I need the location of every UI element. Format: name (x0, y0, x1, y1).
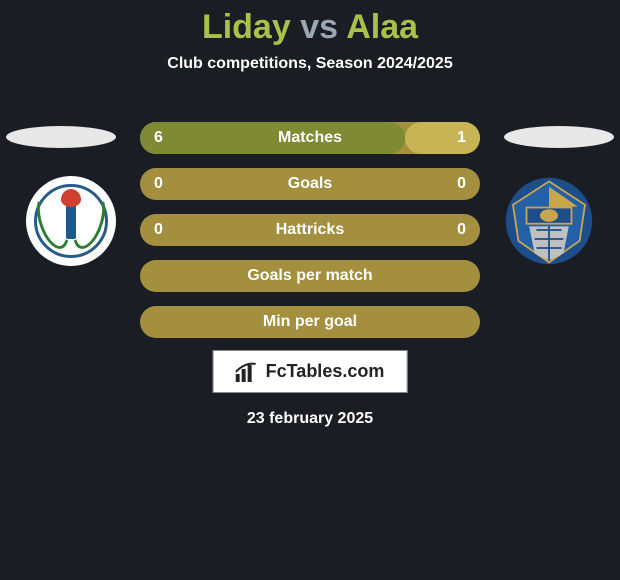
stat-bar-label: Min per goal (263, 313, 357, 331)
brand-text: FcTables.com (266, 361, 385, 382)
stat-bar: Matches 6 1 (140, 122, 480, 154)
stat-bar-left-value: 0 (154, 221, 163, 239)
stat-bar-label: Goals (288, 175, 332, 193)
stat-bar-label: Hattricks (276, 221, 344, 239)
club-badge-left-inner (34, 184, 108, 258)
player-a-avatar-placeholder (6, 126, 116, 148)
stat-bar-right-value: 0 (457, 221, 466, 239)
brand-box: FcTables.com (213, 350, 408, 393)
bar-chart-icon (236, 362, 258, 382)
stat-bars-container: Matches 6 1 Goals 0 0 Hattricks 0 0 Goals per mat… (140, 122, 480, 352)
title-player-a: Liday (202, 8, 291, 46)
stat-bar-left-value: 0 (154, 175, 163, 193)
title-vs: vs (300, 8, 338, 46)
stat-bar: Hattricks 0 0 (140, 214, 480, 246)
torch-icon (66, 203, 76, 239)
stat-bar-right-value: 1 (457, 129, 466, 147)
stat-bar-right-value: 0 (457, 175, 466, 193)
player-b-avatar-placeholder (504, 126, 614, 148)
stat-bar-label: Matches (278, 129, 342, 147)
stat-bar-left-fill (140, 122, 405, 154)
stat-bar: Goals 0 0 (140, 168, 480, 200)
pyramids-badge-icon (504, 176, 594, 266)
stat-bar-left-value: 6 (154, 129, 163, 147)
stat-bar-right-fill (405, 122, 480, 154)
club-badge-left (26, 176, 116, 266)
title-player-b: Alaa (346, 8, 418, 46)
subtitle: Club competitions, Season 2024/2025 (0, 55, 620, 73)
date-label: 23 february 2025 (0, 410, 620, 428)
comparison-title: Liday vs Alaa (0, 0, 620, 47)
stat-bar: Min per goal (140, 306, 480, 338)
stat-bar: Goals per match (140, 260, 480, 292)
club-badge-right (504, 176, 594, 266)
stat-bar-label: Goals per match (247, 267, 372, 285)
